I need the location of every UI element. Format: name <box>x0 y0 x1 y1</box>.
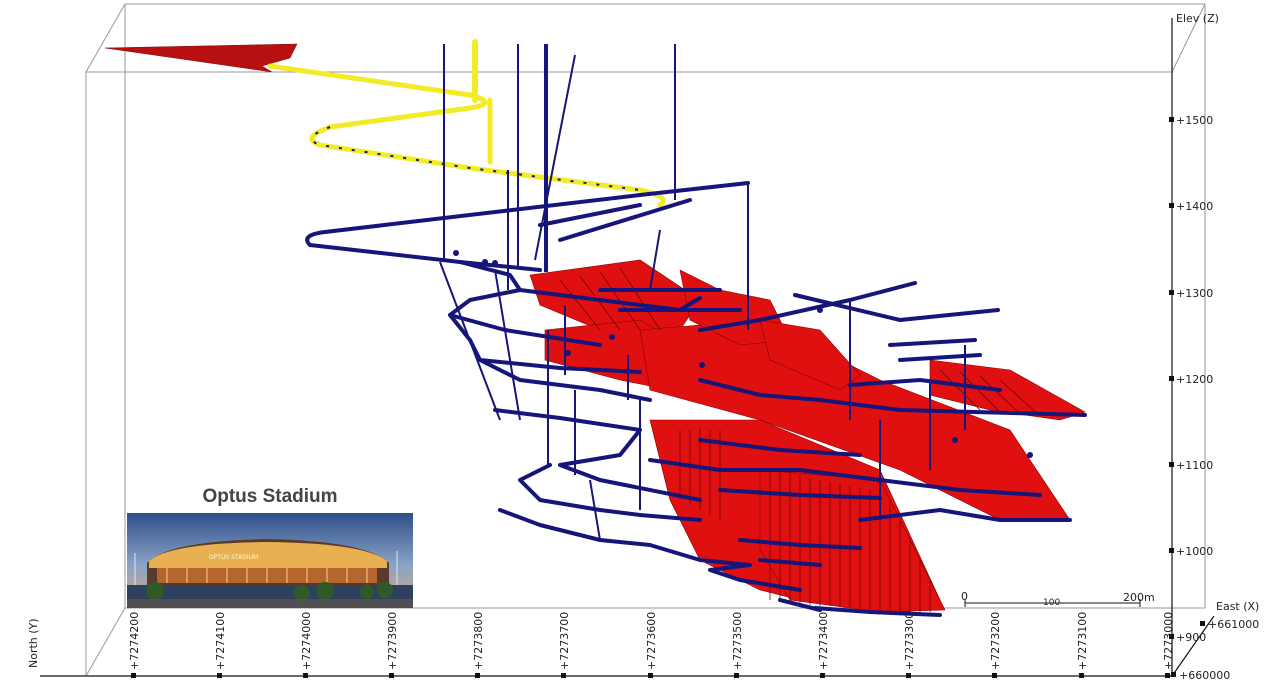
scale-label-0: 0 <box>961 590 968 603</box>
bounding-box <box>85 3 1206 677</box>
north-tick-label: +7273100 <box>1076 612 1089 670</box>
scale-label-200m: 200m <box>1123 591 1155 604</box>
scale-bar: 0 100 200m <box>955 588 1155 618</box>
north-tick-label: +7274200 <box>128 612 141 670</box>
raises-and-shafts <box>439 44 966 541</box>
east-tick-label: +661000 <box>1208 618 1259 631</box>
north-tick-label: +7273000 <box>1162 612 1175 670</box>
north-tick-label: +7273900 <box>386 612 399 670</box>
elevation-tick-label: +1500 <box>1176 114 1213 127</box>
elevation-tick-label: +1300 <box>1176 287 1213 300</box>
stadium-photo: OPTUS STADIUM <box>127 513 413 608</box>
north-tick-label: +7274000 <box>300 612 313 670</box>
development-dots <box>453 250 1033 458</box>
east-tick-label: +660000 <box>1179 669 1230 682</box>
elevation-tick-label: +1000 <box>1176 545 1213 558</box>
scale-reference-inset: Optus Stadium <box>127 486 413 608</box>
elevation-axis-label: Elev (Z) <box>1176 12 1219 25</box>
north-tick-label: +7273800 <box>472 612 485 670</box>
ore-stopes <box>529 259 1086 616</box>
north-tick-label: +7273200 <box>989 612 1002 670</box>
scale-label-100: 100 <box>1043 598 1060 608</box>
east-axis-label: East (X) <box>1216 600 1259 613</box>
stadium-sign: OPTUS STADIUM <box>209 554 258 561</box>
upper-decline <box>267 39 666 208</box>
north-tick-label: +7273600 <box>645 612 658 670</box>
elevation-tick-label: +1100 <box>1176 459 1213 472</box>
upper-decline-survey-marks <box>311 126 641 191</box>
north-axis-label: North (Y) <box>27 618 40 668</box>
elevation-tick-label: +1400 <box>1176 200 1213 213</box>
east-ticks <box>1171 621 1205 677</box>
north-tick-label: +7273700 <box>558 612 571 670</box>
axes-lines <box>40 18 1215 677</box>
north-tick-label: +7273400 <box>817 612 830 670</box>
elevation-tick-label: +900 <box>1176 631 1206 644</box>
north-ticks <box>131 673 1170 678</box>
north-tick-label: +7274100 <box>214 612 227 670</box>
inset-title: Optus Stadium <box>202 486 338 507</box>
north-tick-label: +7273300 <box>903 612 916 670</box>
surface-topography <box>104 43 298 73</box>
north-tick-label: +7273500 <box>731 612 744 670</box>
elevation-tick-label: +1200 <box>1176 373 1213 386</box>
elevation-ticks <box>1169 117 1174 639</box>
